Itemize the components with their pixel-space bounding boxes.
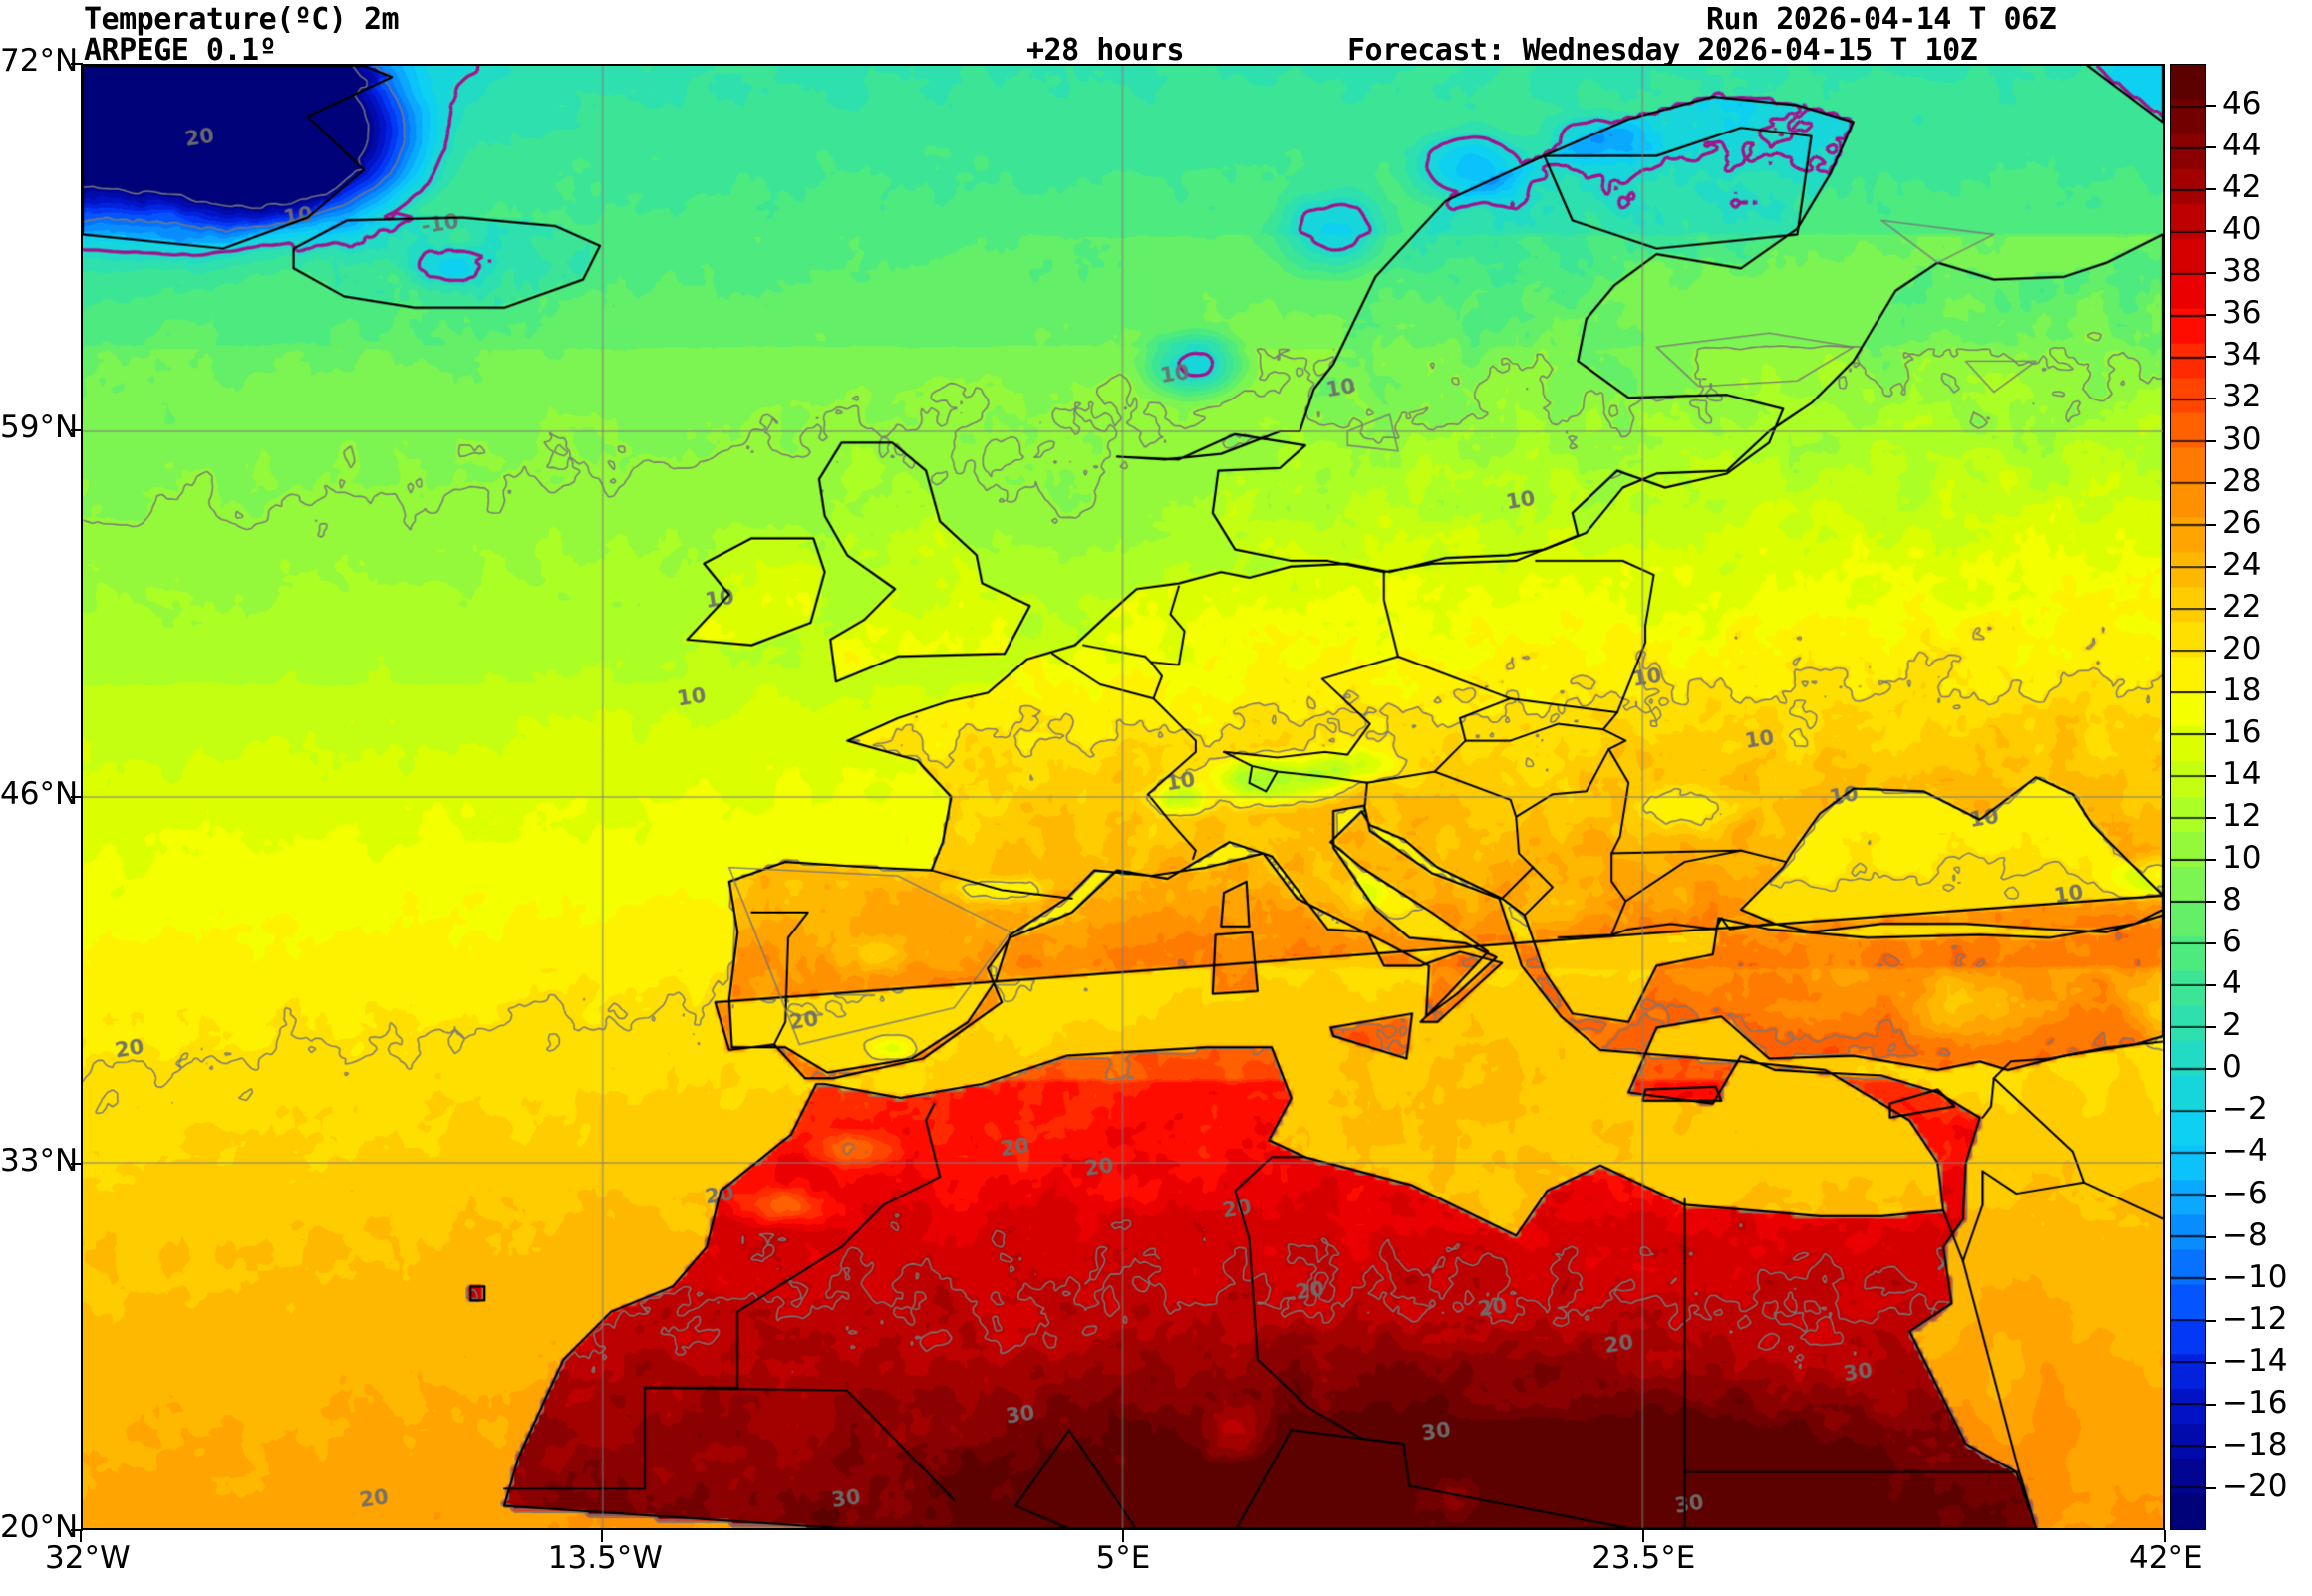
colorbar-tick-label: 28 bbox=[2222, 462, 2262, 499]
colorbar-tick-mark bbox=[2206, 481, 2216, 484]
lon-tick-label: 32°W bbox=[45, 1540, 131, 1576]
lat-tick-mark bbox=[71, 429, 83, 431]
colorbar-tick-label: 24 bbox=[2222, 546, 2262, 583]
colorbar-tick-label: −4 bbox=[2222, 1133, 2268, 1170]
colorbar-tick-mark bbox=[2206, 1277, 2216, 1280]
lat-tick-label: 59°N bbox=[0, 409, 79, 445]
colorbar-tick-label: 20 bbox=[2222, 630, 2262, 666]
colorbar-tick-label: 12 bbox=[2222, 798, 2262, 835]
colorbar-tick-label: −8 bbox=[2222, 1216, 2268, 1253]
colorbar-tick-label: −20 bbox=[2222, 1467, 2288, 1504]
colorbar-tick-label: 6 bbox=[2222, 924, 2242, 960]
colorbar-tick-label: −18 bbox=[2222, 1426, 2288, 1463]
colorbar-tick-label: 18 bbox=[2222, 671, 2262, 708]
colorbar-tick-label: 32 bbox=[2222, 379, 2262, 415]
colorbar-tick-label: 14 bbox=[2222, 755, 2262, 792]
colorbar-tick-label: −6 bbox=[2222, 1175, 2268, 1211]
colorbar-tick-label: −14 bbox=[2222, 1342, 2288, 1379]
colorbar-tick-label: 22 bbox=[2222, 588, 2262, 625]
colorbar-tick-mark bbox=[2206, 439, 2216, 442]
colorbar-tick-mark bbox=[2206, 1110, 2216, 1113]
colorbar-tick-label: −2 bbox=[2222, 1091, 2268, 1128]
lead-time-label: +28 hours bbox=[1026, 33, 1185, 68]
page-title: Temperature(ºC) 2m bbox=[84, 2, 400, 37]
colorbar-tick-mark bbox=[2206, 272, 2216, 275]
colorbar-tick-mark bbox=[2206, 1152, 2216, 1155]
colorbar-tick-label: 0 bbox=[2222, 1049, 2242, 1086]
lon-tick-mark bbox=[1642, 1530, 1645, 1542]
colorbar-tick-mark bbox=[2206, 817, 2216, 820]
colorbar-tick-mark bbox=[2206, 105, 2216, 108]
colorbar-tick-mark bbox=[2206, 984, 2216, 987]
colorbar-tick-mark bbox=[2206, 523, 2216, 526]
colorbar-tick-mark bbox=[2206, 1068, 2216, 1071]
colorbar-tick-mark bbox=[2206, 649, 2216, 652]
lon-tick-mark bbox=[80, 1530, 82, 1542]
lat-tick-label: 20°N bbox=[0, 1509, 79, 1545]
colorbar-tick-label: 4 bbox=[2222, 965, 2242, 1002]
lon-tick-label: 13.5°W bbox=[547, 1540, 663, 1576]
colorbar[interactable] bbox=[2170, 64, 2206, 1530]
colorbar-tick-mark bbox=[2206, 188, 2216, 191]
lat-tick-mark bbox=[71, 63, 83, 65]
lon-tick-label: 5°E bbox=[1095, 1540, 1151, 1576]
colorbar-tick-mark bbox=[2206, 146, 2216, 149]
colorbar-tick-mark bbox=[2206, 901, 2216, 904]
colorbar-raster bbox=[2171, 65, 2205, 1529]
colorbar-tick-mark bbox=[2206, 1403, 2216, 1406]
lat-tick-label: 46°N bbox=[0, 776, 79, 812]
colorbar-tick-label: 46 bbox=[2222, 86, 2262, 123]
colorbar-tick-mark bbox=[2206, 356, 2216, 359]
lat-tick-mark bbox=[71, 796, 83, 798]
map-raster bbox=[83, 66, 2163, 1528]
lat-tick-label: 72°N bbox=[0, 43, 79, 79]
colorbar-tick-mark bbox=[2206, 565, 2216, 568]
colorbar-tick-label: 42 bbox=[2222, 169, 2262, 206]
lat-tick-label: 33°N bbox=[0, 1143, 79, 1179]
colorbar-tick-label: −12 bbox=[2222, 1300, 2288, 1337]
colorbar-tick-mark bbox=[2206, 774, 2216, 777]
colorbar-tick-mark bbox=[2206, 1445, 2216, 1448]
colorbar-tick-label: 26 bbox=[2222, 504, 2262, 541]
colorbar-tick-label: 30 bbox=[2222, 420, 2262, 457]
colorbar-tick-mark bbox=[2206, 607, 2216, 610]
lon-tick-mark bbox=[2164, 1530, 2166, 1542]
lon-tick-label: 23.5°E bbox=[1591, 1540, 1696, 1576]
colorbar-tick-mark bbox=[2206, 314, 2216, 317]
colorbar-tick-mark bbox=[2206, 1026, 2216, 1029]
lat-tick-mark bbox=[71, 1163, 83, 1165]
colorbar-tick-mark bbox=[2206, 859, 2216, 862]
model-label: ARPEGE 0.1º bbox=[84, 33, 277, 68]
colorbar-tick-label: 40 bbox=[2222, 211, 2262, 248]
temperature-map[interactable] bbox=[81, 64, 2165, 1530]
colorbar-tick-mark bbox=[2206, 942, 2216, 945]
colorbar-tick-mark bbox=[2206, 1194, 2216, 1197]
lon-tick-label: 42°E bbox=[2129, 1540, 2203, 1576]
colorbar-tick-label: 36 bbox=[2222, 295, 2262, 332]
colorbar-tick-mark bbox=[2206, 1319, 2216, 1322]
colorbar-tick-label: 16 bbox=[2222, 713, 2262, 750]
colorbar-tick-label: 8 bbox=[2222, 882, 2242, 919]
lat-tick-mark bbox=[71, 1529, 83, 1531]
colorbar-tick-mark bbox=[2206, 398, 2216, 400]
colorbar-tick-label: 2 bbox=[2222, 1007, 2242, 1044]
colorbar-tick-mark bbox=[2206, 1486, 2216, 1489]
colorbar-tick-mark bbox=[2206, 732, 2216, 735]
colorbar-tick-mark bbox=[2206, 230, 2216, 233]
colorbar-tick-mark bbox=[2206, 1235, 2216, 1238]
colorbar-tick-label: 10 bbox=[2222, 840, 2262, 877]
colorbar-tick-label: 44 bbox=[2222, 128, 2262, 164]
colorbar-tick-label: −16 bbox=[2222, 1384, 2288, 1421]
forecast-time-label: Forecast: Wednesday 2026-04-15 T 10Z bbox=[1347, 33, 1978, 68]
colorbar-tick-mark bbox=[2206, 1361, 2216, 1364]
lon-tick-mark bbox=[1121, 1530, 1124, 1542]
colorbar-tick-label: 34 bbox=[2222, 337, 2262, 374]
colorbar-tick-mark bbox=[2206, 690, 2216, 693]
lon-tick-mark bbox=[600, 1530, 603, 1542]
colorbar-tick-label: −10 bbox=[2222, 1258, 2288, 1295]
colorbar-tick-label: 38 bbox=[2222, 253, 2262, 290]
run-time-label: Run 2026-04-14 T 06Z bbox=[1706, 2, 2057, 37]
